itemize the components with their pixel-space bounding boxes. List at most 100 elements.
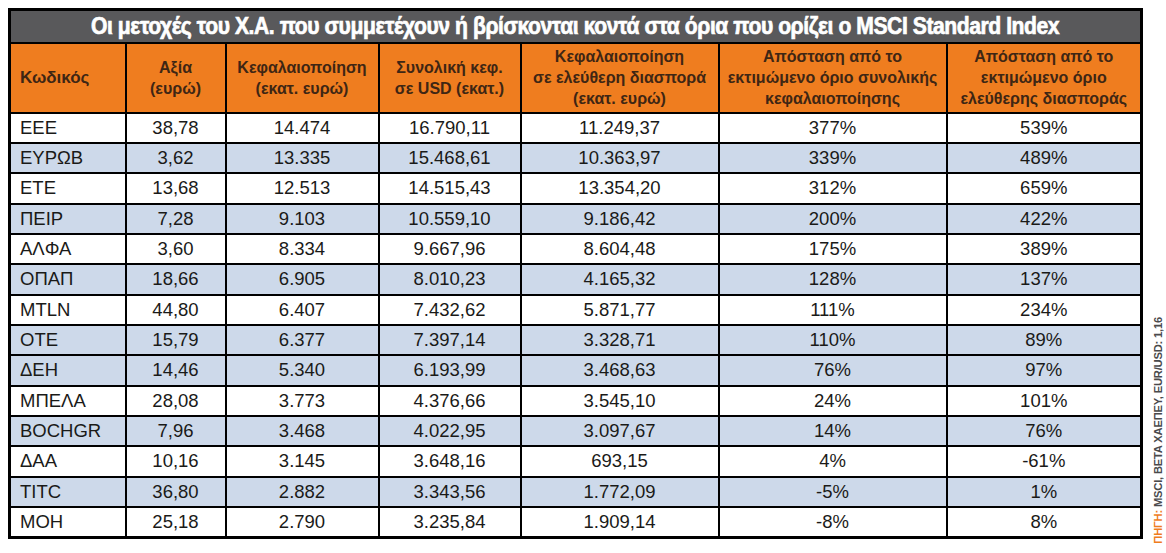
- value-cell: 3.235,84: [379, 507, 521, 537]
- ticker-cell: BOCHGR: [10, 416, 126, 446]
- value-cell: 10.559,10: [379, 204, 521, 234]
- value-cell: -5%: [719, 477, 947, 507]
- value-cell: 6.193,99: [379, 355, 521, 385]
- table-row: MTLN44,806.4077.432,625.871,77111%234%: [10, 295, 1142, 325]
- ticker-cell: ΕΕΕ: [10, 113, 126, 143]
- value-cell: 24%: [719, 386, 947, 416]
- table-title: Οι μετοχές του Χ.Α. που συμμετέχουν ή βρ…: [10, 10, 1142, 43]
- table-row: BOCHGR7,963.4684.022,953.097,6714%76%: [10, 416, 1142, 446]
- value-cell: 7,96: [126, 416, 226, 446]
- value-cell: 6.407: [226, 295, 379, 325]
- value-cell: 76%: [719, 355, 947, 385]
- value-cell: 8%: [947, 507, 1142, 537]
- ticker-cell: ΑΛΦΑ: [10, 234, 126, 264]
- ticker-cell: ΕΤΕ: [10, 173, 126, 203]
- table-row: ΟΤΕ15,796.3777.397,143.328,71110%89%: [10, 325, 1142, 355]
- value-cell: 8.604,48: [521, 234, 719, 264]
- value-cell: 4.165,32: [521, 264, 719, 294]
- value-cell: 489%: [947, 143, 1142, 173]
- table-row: ΠΕΙΡ7,289.10310.559,109.186,42200%422%: [10, 204, 1142, 234]
- value-cell: 4.376,66: [379, 386, 521, 416]
- title-row: Οι μετοχές του Χ.Α. που συμμετέχουν ή βρ…: [10, 10, 1142, 43]
- source-note-text: ΠΗΓΗ: MSCI, BETA ΧΑΕΠΕΥ, EUR/USD: 1,16: [1152, 317, 1164, 544]
- value-cell: 3.328,71: [521, 325, 719, 355]
- ticker-cell: ΟΤΕ: [10, 325, 126, 355]
- table-row: TITC36,802.8823.343,561.772,09-5%1%: [10, 477, 1142, 507]
- value-cell: 539%: [947, 113, 1142, 143]
- value-cell: 111%: [719, 295, 947, 325]
- table-row: ΕΕΕ38,7814.47416.790,1111.249,37377%539%: [10, 113, 1142, 143]
- value-cell: 389%: [947, 234, 1142, 264]
- value-cell: 693,15: [521, 446, 719, 476]
- value-cell: 6.377: [226, 325, 379, 355]
- value-cell: 6.905: [226, 264, 379, 294]
- value-cell: 377%: [719, 113, 947, 143]
- value-cell: 4.022,95: [379, 416, 521, 446]
- value-cell: 3.468,63: [521, 355, 719, 385]
- column-header-2: Αξία (ευρώ): [126, 43, 226, 113]
- value-cell: 3.145: [226, 446, 379, 476]
- value-cell: 9.103: [226, 204, 379, 234]
- ticker-cell: ΠΕΙΡ: [10, 204, 126, 234]
- value-cell: 234%: [947, 295, 1142, 325]
- column-header-3: Κεφαλαιοποίηση (εκατ. ευρώ): [226, 43, 379, 113]
- ticker-cell: ΔΑΑ: [10, 446, 126, 476]
- column-header-7: Απόσταση από το εκτιμώμενο όριο ελεύθερη…: [947, 43, 1142, 113]
- value-cell: 12.513: [226, 173, 379, 203]
- ticker-cell: TITC: [10, 477, 126, 507]
- source-label: ΠΗΓΗ:: [1152, 510, 1164, 544]
- value-cell: 110%: [719, 325, 947, 355]
- value-cell: 38,78: [126, 113, 226, 143]
- value-cell: 5.871,77: [521, 295, 719, 325]
- value-cell: 4%: [719, 446, 947, 476]
- value-cell: 3,62: [126, 143, 226, 173]
- value-cell: 7.432,62: [379, 295, 521, 325]
- value-cell: 14.515,43: [379, 173, 521, 203]
- value-cell: 3.343,56: [379, 477, 521, 507]
- value-cell: 36,80: [126, 477, 226, 507]
- table-title-text: Οι μετοχές του Χ.Α. που συμμετέχουν ή βρ…: [91, 12, 1059, 40]
- value-cell: -8%: [719, 507, 947, 537]
- table-row: ΕΥΡΩΒ3,6213.33515.468,6110.363,97339%489…: [10, 143, 1142, 173]
- column-header-6: Απόσταση από το εκτιμώμενο όριο συνολική…: [719, 43, 947, 113]
- value-cell: 1.772,09: [521, 477, 719, 507]
- table-row: ΔΕΗ14,465.3406.193,993.468,6376%97%: [10, 355, 1142, 385]
- value-cell: 3.097,67: [521, 416, 719, 446]
- value-cell: 14,46: [126, 355, 226, 385]
- column-header-4: Συνολική κεφ. σε USD (εκατ.): [379, 43, 521, 113]
- value-cell: 5.340: [226, 355, 379, 385]
- value-cell: 3.648,16: [379, 446, 521, 476]
- value-cell: -61%: [947, 446, 1142, 476]
- value-cell: 18,66: [126, 264, 226, 294]
- value-cell: 659%: [947, 173, 1142, 203]
- value-cell: 7,28: [126, 204, 226, 234]
- value-cell: 97%: [947, 355, 1142, 385]
- value-cell: 422%: [947, 204, 1142, 234]
- value-cell: 200%: [719, 204, 947, 234]
- ticker-cell: ΔΕΗ: [10, 355, 126, 385]
- value-cell: 7.397,14: [379, 325, 521, 355]
- value-cell: 10,16: [126, 446, 226, 476]
- value-cell: 2.882: [226, 477, 379, 507]
- value-cell: 15.468,61: [379, 143, 521, 173]
- column-header-1: Κωδικός: [10, 43, 126, 113]
- value-cell: 9.186,42: [521, 204, 719, 234]
- value-cell: 25,18: [126, 507, 226, 537]
- value-cell: 3.468: [226, 416, 379, 446]
- value-cell: 89%: [947, 325, 1142, 355]
- value-cell: 128%: [719, 264, 947, 294]
- value-cell: 14%: [719, 416, 947, 446]
- value-cell: 339%: [719, 143, 947, 173]
- value-cell: 16.790,11: [379, 113, 521, 143]
- value-cell: 13,68: [126, 173, 226, 203]
- value-cell: 3.545,10: [521, 386, 719, 416]
- value-cell: 312%: [719, 173, 947, 203]
- value-cell: 11.249,37: [521, 113, 719, 143]
- value-cell: 2.790: [226, 507, 379, 537]
- value-cell: 3,60: [126, 234, 226, 264]
- value-cell: 1.909,14: [521, 507, 719, 537]
- value-cell: 15,79: [126, 325, 226, 355]
- table-row: ΔΑΑ10,163.1453.648,16693,154%-61%: [10, 446, 1142, 476]
- value-cell: 1%: [947, 477, 1142, 507]
- msci-table-wrap: Οι μετοχές του Χ.Α. που συμμετέχουν ή βρ…: [8, 8, 1143, 539]
